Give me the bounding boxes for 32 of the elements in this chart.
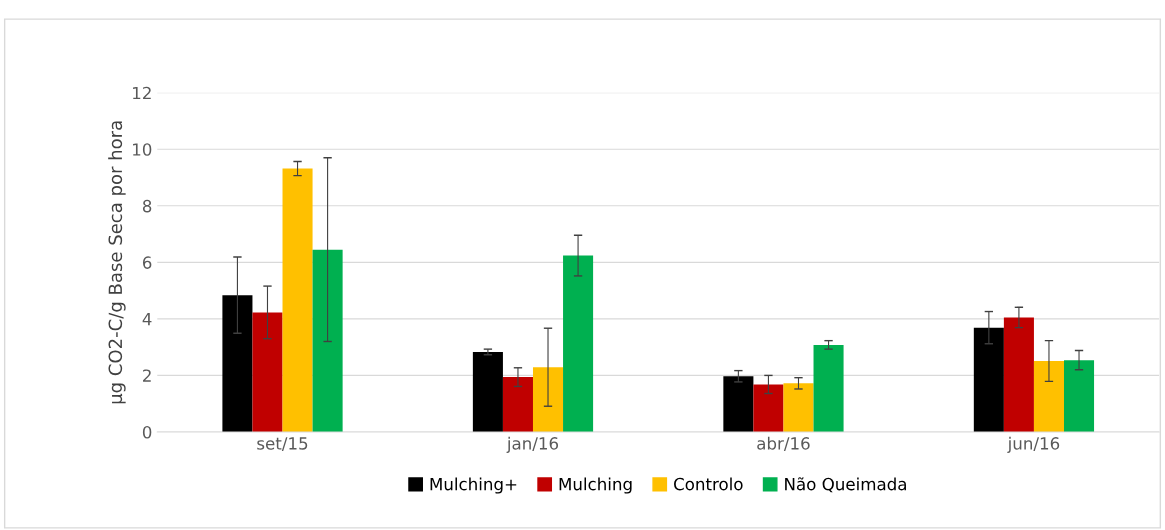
legend-label: Controlo [674, 477, 743, 491]
bar [532, 367, 564, 432]
bar [563, 255, 594, 432]
bar [472, 351, 503, 432]
bar [753, 384, 784, 432]
bar [1033, 361, 1064, 432]
legend-label: Mulching [559, 477, 632, 494]
x-tick-label: jan/16 [506, 436, 559, 453]
x-tick-label: abr/16 [757, 436, 810, 452]
bar [973, 327, 1004, 432]
legend-label: Mulching+ [430, 477, 517, 494]
y-tick-label: 6 [142, 256, 152, 269]
bar [1063, 360, 1095, 432]
bar [222, 295, 253, 432]
bar [282, 168, 313, 432]
bar [1003, 317, 1034, 432]
y-tick-label: 12 [133, 86, 151, 100]
bar [312, 249, 343, 432]
y-tick-label: 10 [133, 143, 152, 156]
y-tick-label: 8 [142, 199, 152, 213]
y-tick-label: 4 [142, 313, 152, 326]
x-tick-label: jun/16 [1007, 436, 1060, 453]
bar [502, 377, 533, 432]
x-tick-label: set/15 [257, 437, 308, 452]
bar [252, 312, 283, 432]
legend-label: Não Queimada [785, 477, 906, 493]
y-tick-label: 0 [142, 425, 152, 439]
bar [783, 383, 814, 432]
y-axis-title: µg CO2-C/g Base Seca por hora [108, 121, 126, 404]
bar [813, 344, 844, 432]
bar [723, 376, 754, 432]
y-tick-label: 2 [143, 369, 151, 382]
